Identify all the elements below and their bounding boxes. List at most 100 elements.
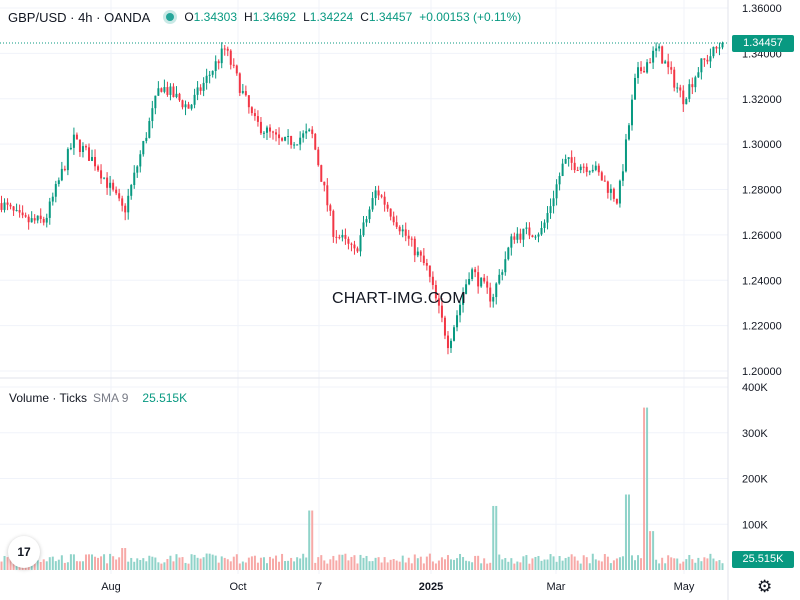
candle-body	[78, 139, 81, 153]
candle	[211, 70, 214, 78]
candle	[332, 209, 335, 243]
candle-body	[133, 172, 136, 186]
candle-body	[649, 62, 652, 64]
volume-bar	[431, 561, 434, 570]
volume-bar	[658, 563, 661, 570]
candle	[609, 184, 612, 201]
candle	[18, 204, 21, 218]
volume-bar	[272, 558, 275, 570]
volume-bar	[296, 557, 299, 570]
volume-bar	[477, 555, 480, 570]
candle	[459, 299, 462, 323]
volume-bar	[413, 554, 416, 570]
candle	[697, 67, 700, 78]
volume-label[interactable]: Volume · Ticks	[9, 391, 88, 405]
candle-body	[124, 205, 127, 213]
volume-bar	[350, 556, 353, 570]
candle	[655, 42, 658, 58]
volume-bar	[208, 553, 211, 570]
tradingview-logo[interactable]: 17	[8, 536, 40, 568]
candle-body	[148, 121, 151, 138]
candle	[715, 45, 718, 54]
candle-body	[12, 206, 15, 211]
volume-bar	[709, 553, 712, 570]
volume-bar	[621, 556, 624, 570]
gear-icon[interactable]: ⚙	[757, 577, 773, 596]
candle	[519, 228, 522, 244]
candle	[320, 164, 323, 182]
volume-bar	[703, 557, 706, 570]
volume-bar	[440, 557, 443, 570]
candle-body	[48, 201, 51, 218]
candle	[202, 77, 205, 97]
candle	[265, 125, 268, 140]
candle-body	[407, 235, 410, 239]
volume-bar	[700, 561, 703, 570]
candle	[139, 150, 142, 173]
candle	[57, 177, 60, 187]
candle-body	[314, 133, 317, 150]
candle	[465, 279, 468, 295]
volume-bar	[682, 561, 685, 570]
volume-bar	[265, 563, 268, 570]
candle-body	[703, 58, 706, 60]
candle	[241, 83, 244, 95]
candle	[335, 230, 338, 244]
candle	[640, 61, 643, 74]
watermark: CHART-IMG.COM	[332, 290, 466, 307]
candle-body	[410, 238, 413, 240]
candle	[250, 106, 253, 116]
volume-bar	[649, 531, 652, 570]
candle	[510, 233, 513, 256]
candle	[259, 117, 262, 135]
candle	[69, 143, 72, 151]
volume-bar	[244, 562, 247, 570]
candle-body	[612, 188, 615, 199]
candle-body	[347, 238, 350, 244]
candle-body	[18, 210, 21, 213]
symbol-label[interactable]: GBP/USD · 4h · OANDA	[8, 9, 151, 25]
candle-body	[136, 166, 139, 173]
candle-body	[338, 237, 341, 239]
volume-bar	[582, 555, 585, 570]
candle	[413, 236, 416, 263]
candle-body	[501, 272, 504, 275]
candle-body	[531, 235, 534, 238]
candle-body	[54, 184, 57, 197]
candle	[154, 95, 157, 115]
candle	[422, 248, 425, 266]
candle	[682, 85, 685, 112]
candle	[392, 211, 395, 226]
candle-body	[262, 132, 265, 134]
candle-body	[368, 209, 371, 220]
candle-body	[597, 165, 600, 173]
candle-body	[395, 222, 398, 227]
volume-bar	[160, 563, 163, 570]
candle	[157, 81, 160, 96]
volume-bar	[0, 561, 3, 570]
volume-bar	[549, 554, 552, 570]
price-tick-label: 1.24000	[742, 275, 782, 287]
candle-body	[97, 166, 100, 171]
candle	[293, 141, 296, 149]
candle	[21, 205, 24, 219]
candle	[600, 170, 603, 181]
candle	[290, 135, 293, 149]
candle	[561, 158, 564, 177]
candle	[371, 191, 374, 212]
volume-bar	[661, 557, 664, 570]
volume-bar	[386, 562, 389, 570]
candle-body	[528, 227, 531, 236]
time-tick-label: Aug	[101, 581, 121, 593]
candle-body	[498, 274, 501, 284]
candle	[374, 186, 377, 206]
candle-body	[169, 86, 172, 95]
candle	[615, 198, 618, 205]
candle-body	[250, 107, 253, 114]
candle-body	[380, 195, 383, 197]
volume-bar	[278, 561, 281, 570]
candle-body	[184, 104, 187, 108]
candle	[48, 197, 51, 225]
price-tick-label: 1.30000	[742, 139, 782, 151]
